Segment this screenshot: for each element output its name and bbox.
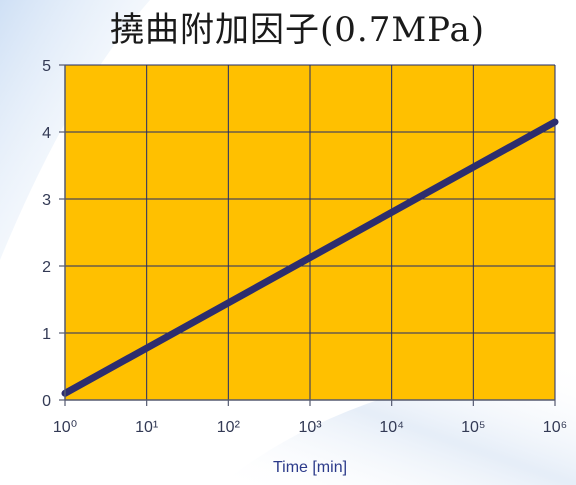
x-tick-label: 10⁵ <box>461 419 485 436</box>
y-tick-label: 5 <box>42 58 51 75</box>
y-tick-label: 3 <box>42 192 51 209</box>
series-group <box>61 118 559 397</box>
x-tick-label: 10² <box>217 419 241 436</box>
x-tick-label: 10⁶ <box>543 419 567 436</box>
y-axis-ticks: 0 1 2 3 4 5 <box>42 58 65 410</box>
x-axis-label: Time [min] <box>273 459 347 476</box>
y-tick-label: 0 <box>42 393 51 410</box>
y-tick-label: 1 <box>42 326 51 343</box>
series-line <box>61 118 559 397</box>
x-tick-label: 10⁴ <box>379 419 404 436</box>
x-tick-label: 10³ <box>298 419 322 436</box>
x-tick-label: 10⁰ <box>53 419 77 436</box>
y-tick-label: 2 <box>42 259 51 276</box>
x-axis-ticks: 10⁰ 10¹ 10² 10³ 10⁴ 10⁵ 10⁶ <box>53 400 567 436</box>
x-tick-label: 10¹ <box>135 419 158 436</box>
chart-title: 撓曲附加因子(0.7MPa) <box>110 10 486 50</box>
y-tick-label: 4 <box>42 125 51 142</box>
